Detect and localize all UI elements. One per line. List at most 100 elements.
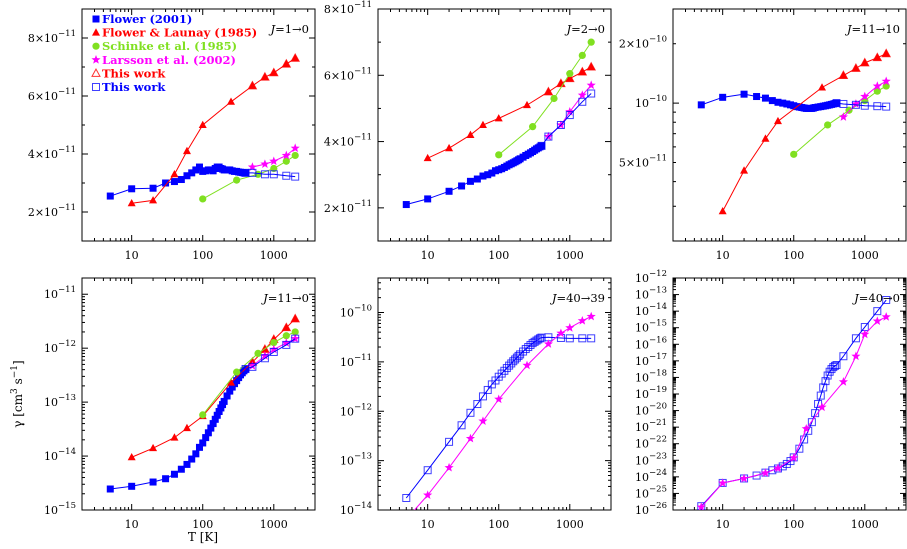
data-point [860,58,869,66]
data-point [270,164,278,173]
data-point [106,192,114,200]
data-point [838,112,848,121]
series-this-work-triangles- [838,48,892,80]
y-tick-label: 10−26 [635,501,667,517]
panel-2: 10 100 1000 2×10−11 4×10−11 6×10−11 8×10−11 J=2… [324,0,612,262]
data-point [483,385,492,394]
panel-label: J=40→39 [550,291,605,305]
data-point [556,78,566,88]
x-tick-label: 1000 [556,518,584,531]
data-point [260,72,269,81]
data-point [577,315,587,325]
data-point [128,185,136,193]
series-line [202,331,296,416]
data-point [227,97,236,105]
data-point [564,73,575,83]
data-point [500,366,509,375]
data-point [445,143,454,152]
data-point [882,102,891,111]
panel-label: J=1→0 [268,22,309,36]
data-point [290,143,300,153]
data-point [423,466,432,475]
legend-item: This work [92,80,166,94]
data-point [505,361,514,370]
data-point [177,176,185,184]
y-tick-label: 10−13 [340,452,372,468]
series-flower-2001- [697,90,841,112]
legend-label: Flower & Launay (1985) [102,26,257,40]
data-point [458,182,466,190]
y-axis: 5×10−11 10−10 2×10−10 [619,8,906,242]
data-point [753,93,761,101]
data-point [260,170,269,179]
data-point [789,453,799,462]
series-this-work-squares- [832,99,891,111]
series-flower-2001- [106,163,250,200]
data-point [282,157,290,165]
series-this-work-squares- [241,334,300,374]
data-point [226,387,234,395]
data-point [821,377,830,386]
data-point [818,83,827,91]
data-point [494,394,504,404]
legend-item: Larsson et al. (2002) [91,53,236,67]
y-tick-label: 10−11 [44,285,76,301]
x-tick-label: 100 [488,249,509,262]
data-point [556,328,566,338]
data-point [544,87,553,95]
data-point [162,475,170,483]
data-point [807,418,816,427]
data-point [281,322,292,332]
series-larsson-et-al-2002- [838,76,891,121]
data-point [254,349,262,358]
series-line [836,102,887,108]
series-group [697,48,892,215]
data-point [290,52,301,62]
y-tick-label: 10−25 [635,484,667,500]
y-axis-title: γ [cm3 s−1] [10,360,25,427]
data-point [873,307,882,316]
y-tick-label: 10−12 [44,339,76,355]
y-axis: 10−14 10−13 10−12 10−11 10−10 [340,277,611,517]
data-point [537,141,546,150]
y-tick-label: 5×10−11 [619,154,667,170]
data-point [128,482,136,490]
series-larsson-et-al-2002- [247,143,300,171]
x-tick-label: 10 [716,249,730,262]
data-point [586,311,596,321]
data-point [127,452,136,461]
data-point [719,93,727,101]
data-point [521,345,530,354]
data-point [839,71,848,79]
data-point [290,333,300,343]
data-point [192,450,200,458]
data-point [801,423,811,433]
series-line [245,338,296,370]
data-point [182,146,191,155]
data-point [881,48,892,58]
y-tick-label: 2×10−10 [619,35,667,51]
data-point [882,296,891,305]
x-tick-label: 100 [192,249,213,262]
data-point [543,86,554,96]
series-line [793,85,887,155]
y-tick-label: 10−16 [635,335,667,351]
y-axis: 10−2610−2510−2410−2310−2210−2110−2010−19… [635,269,906,517]
data-point [199,439,207,447]
series-line [541,93,592,147]
data-point [227,378,236,386]
data-point [488,169,496,177]
data-point [566,70,574,78]
data-point [761,134,770,142]
y-tick-label: 4×10−11 [28,145,76,161]
series-flower-launay-1985- [718,49,891,215]
data-point [565,334,574,343]
data-point [281,150,291,160]
data-point [445,437,454,446]
data-point [269,156,279,166]
data-point [291,54,300,62]
data-point [269,347,278,356]
y-tick-label: 2×10−11 [324,199,372,215]
data-point [514,351,523,360]
data-point [281,58,292,68]
